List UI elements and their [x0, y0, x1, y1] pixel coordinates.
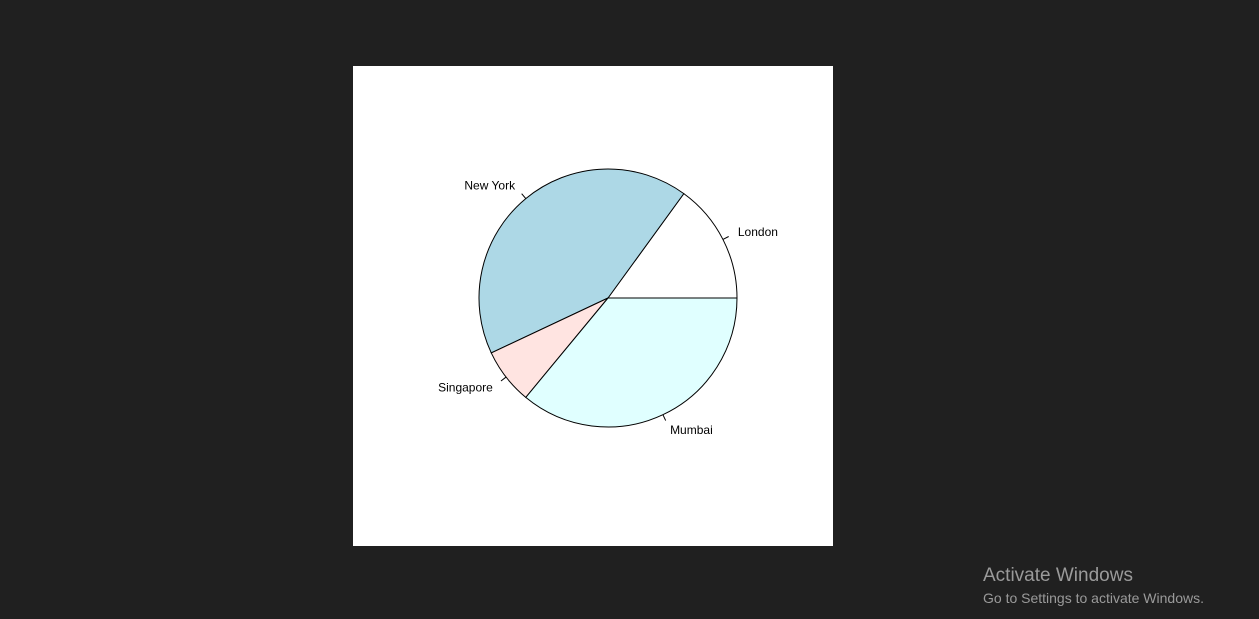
pie-slice-mumbai — [525, 297, 738, 428]
slice-label-london: London — [738, 225, 778, 239]
watermark-title: Activate Windows — [983, 565, 1133, 586]
slice-label-new-york: New York — [464, 179, 516, 193]
pie-chart: London New York Singapore Mumbai — [438, 168, 778, 437]
pie-chart-canvas: London New York Singapore Mumbai — [353, 66, 833, 546]
label-tick-london — [722, 236, 729, 240]
activate-windows-watermark: Activate Windows Go to Settings to activ… — [983, 564, 1204, 608]
slice-label-singapore: Singapore — [438, 380, 493, 394]
label-tick-singapore — [500, 376, 507, 382]
slice-label-mumbai: Mumbai — [670, 423, 713, 437]
watermark-subtitle: Go to Settings to activate Windows. — [983, 590, 1204, 606]
label-tick-mumbai — [662, 414, 667, 421]
label-tick-new-york — [521, 193, 527, 199]
pie-slice-london — [607, 192, 738, 299]
